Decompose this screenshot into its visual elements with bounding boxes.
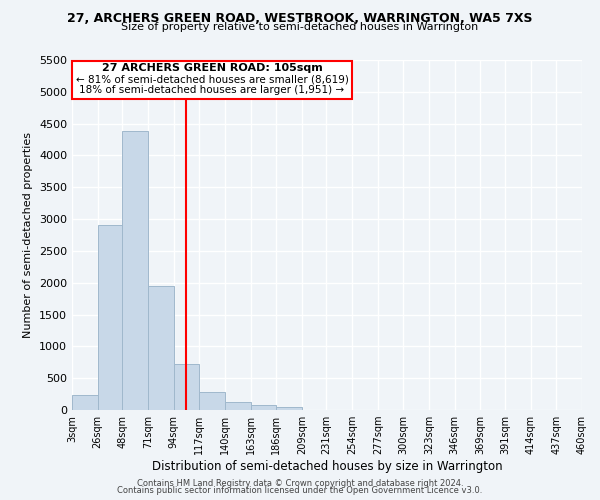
Y-axis label: Number of semi-detached properties: Number of semi-detached properties xyxy=(23,132,34,338)
FancyBboxPatch shape xyxy=(72,60,352,99)
Text: Contains HM Land Registry data © Crown copyright and database right 2024.: Contains HM Land Registry data © Crown c… xyxy=(137,478,463,488)
Text: Contains public sector information licensed under the Open Government Licence v3: Contains public sector information licen… xyxy=(118,486,482,495)
Bar xyxy=(276,407,302,410)
Text: 27, ARCHERS GREEN ROAD, WESTBROOK, WARRINGTON, WA5 7XS: 27, ARCHERS GREEN ROAD, WESTBROOK, WARRI… xyxy=(67,12,533,26)
Bar xyxy=(251,405,276,410)
Bar xyxy=(225,402,251,410)
Text: Size of property relative to semi-detached houses in Warrington: Size of property relative to semi-detach… xyxy=(121,22,479,32)
Bar xyxy=(72,396,98,410)
Text: 18% of semi-detached houses are larger (1,951) →: 18% of semi-detached houses are larger (… xyxy=(79,85,344,95)
Text: 27 ARCHERS GREEN ROAD: 105sqm: 27 ARCHERS GREEN ROAD: 105sqm xyxy=(101,64,322,74)
Bar xyxy=(98,226,122,410)
Bar xyxy=(199,392,225,410)
X-axis label: Distribution of semi-detached houses by size in Warrington: Distribution of semi-detached houses by … xyxy=(152,460,502,473)
Bar xyxy=(122,132,148,410)
Bar xyxy=(148,286,173,410)
Text: ← 81% of semi-detached houses are smaller (8,619): ← 81% of semi-detached houses are smalle… xyxy=(76,74,349,84)
Bar xyxy=(173,364,199,410)
